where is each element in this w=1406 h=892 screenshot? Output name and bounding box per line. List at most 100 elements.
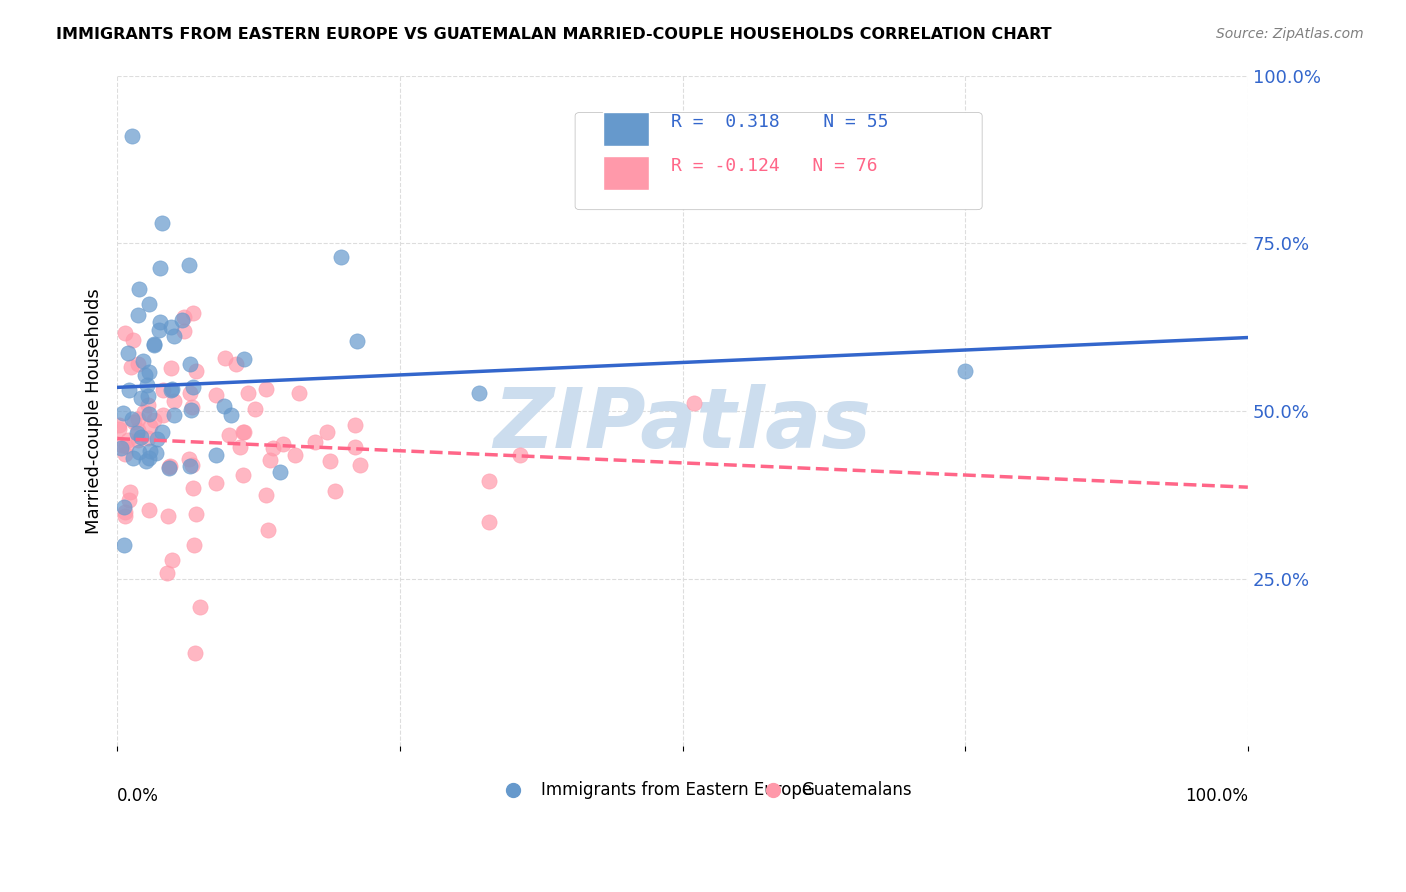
Point [173,310,195,324]
Point [127,357,149,371]
Point [114,505,136,519]
Point [163,394,186,409]
Point [139,443,162,458]
Point [228,440,250,454]
Point [120,360,142,375]
Point [205,448,228,462]
Point [159,319,181,334]
Point [181,458,204,473]
Point [136,389,159,403]
Point [135,453,157,467]
Point [478,515,501,529]
Point [127,433,149,447]
Point [259,452,281,467]
Point [159,460,181,475]
Point [149,315,172,329]
Point [180,402,202,417]
Point [117,346,139,360]
Point [143,413,166,427]
Point [129,430,152,444]
Point [122,333,145,347]
Point [117,433,139,447]
Point [177,452,200,467]
Point [177,259,200,273]
Point [180,400,202,414]
Point [212,399,235,413]
Point [181,380,204,394]
Point [205,476,228,491]
Point [163,408,186,422]
Point [304,434,326,449]
Point [143,338,166,352]
Text: R =  0.318    N = 55: R = 0.318 N = 55 [671,113,889,131]
Point [111,438,134,452]
Point [128,282,150,296]
Point [179,357,201,371]
Point [138,365,160,379]
Point [148,323,170,337]
Point [284,448,307,462]
Point [329,250,352,264]
Point [257,523,280,537]
Point [134,405,156,419]
Bar [603,156,648,190]
Text: ZIPatlas: ZIPatlas [494,384,872,465]
Point [205,388,228,402]
Point [117,383,139,397]
Point [343,418,366,433]
Text: 100.0%: 100.0% [1185,787,1249,805]
Point [131,354,153,368]
Point [152,383,174,397]
Point [172,313,194,327]
Point [152,409,174,423]
Point [162,382,184,396]
Point [243,401,266,416]
Point [160,361,183,376]
Text: Guatemalans: Guatemalans [801,781,912,799]
Text: R = -0.124   N = 76: R = -0.124 N = 76 [671,157,877,175]
Text: Source: ZipAtlas.com: Source: ZipAtlas.com [1216,27,1364,41]
Point [509,448,531,462]
Point [343,440,366,454]
Point [121,412,143,426]
Point [138,407,160,421]
Point [127,308,149,322]
Point [110,441,132,455]
Point [139,419,162,434]
Point [184,646,207,660]
Point [214,351,236,365]
Point [162,552,184,566]
Point [181,306,204,320]
Point [108,422,131,436]
Point [118,484,141,499]
Point [136,398,159,412]
Point [254,382,277,396]
Point [218,428,240,442]
Point [138,297,160,311]
Point [288,385,311,400]
Point [145,446,167,460]
Point [232,351,254,366]
Point [682,396,704,410]
Point [108,417,131,432]
Point [271,437,294,451]
Point [254,488,277,502]
Point [184,363,207,377]
Y-axis label: Married-couple Households: Married-couple Households [86,288,103,533]
Point [186,507,208,521]
Point [122,451,145,466]
Point [156,509,179,524]
Point [225,357,247,371]
Point [188,599,211,614]
Bar [603,112,648,146]
Point [232,425,254,439]
Point [468,386,491,401]
Point [346,334,368,348]
Point [160,383,183,397]
Point [127,411,149,425]
Point [319,454,342,468]
Point [136,378,159,392]
Point [125,426,148,441]
Point [138,450,160,465]
Text: 0.0%: 0.0% [117,787,159,805]
